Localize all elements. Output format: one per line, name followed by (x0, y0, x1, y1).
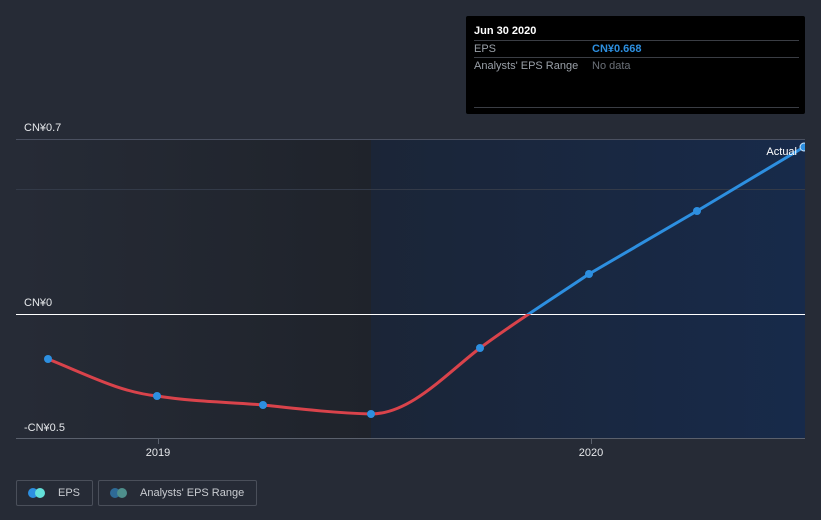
legend-range-label: Analysts' EPS Range (140, 487, 245, 499)
legend: EPS Analysts' EPS Range (16, 480, 258, 506)
data-point[interactable] (367, 410, 375, 418)
tooltip-range-label: Analysts' EPS Range (474, 60, 579, 72)
tooltip-divider (474, 107, 799, 108)
data-point[interactable] (693, 207, 701, 215)
legend-item-eps[interactable]: EPS (16, 480, 94, 506)
data-point[interactable] (44, 355, 52, 363)
tooltip-row-eps: EPS CN¥0.668 (474, 40, 799, 58)
tooltip-date: Jun 30 2020 (474, 25, 537, 37)
analyst-range-legend-icon (110, 488, 130, 498)
y-label-zero: CN¥0 (24, 297, 52, 309)
data-point[interactable] (476, 344, 484, 352)
legend-item-analyst-range[interactable]: Analysts' EPS Range (98, 480, 258, 506)
tooltip-eps-label: EPS (474, 43, 497, 55)
data-point[interactable] (259, 401, 267, 409)
data-point[interactable] (153, 392, 161, 400)
past-region (16, 139, 371, 439)
x-label-2020: 2020 (579, 447, 603, 459)
right-margin (805, 120, 821, 450)
eps-line-negative (47, 314, 532, 416)
data-point[interactable] (585, 270, 593, 278)
tooltip-eps-value: CN¥0.668 (592, 43, 642, 55)
actual-annotation: Actual (766, 146, 797, 158)
y-label-bottom: -CN¥0.5 (24, 422, 65, 434)
y-label-top: CN¥0.7 (24, 122, 61, 134)
tooltip-range-value: No data (592, 60, 631, 72)
x-label-2019: 2019 (146, 447, 170, 459)
eps-legend-icon (28, 488, 48, 498)
tooltip-row-range: Analysts' EPS Range No data (474, 57, 799, 75)
legend-eps-label: EPS (58, 487, 81, 499)
tooltip: Jun 30 2020 EPS CN¥0.668 Analysts' EPS R… (466, 16, 805, 114)
